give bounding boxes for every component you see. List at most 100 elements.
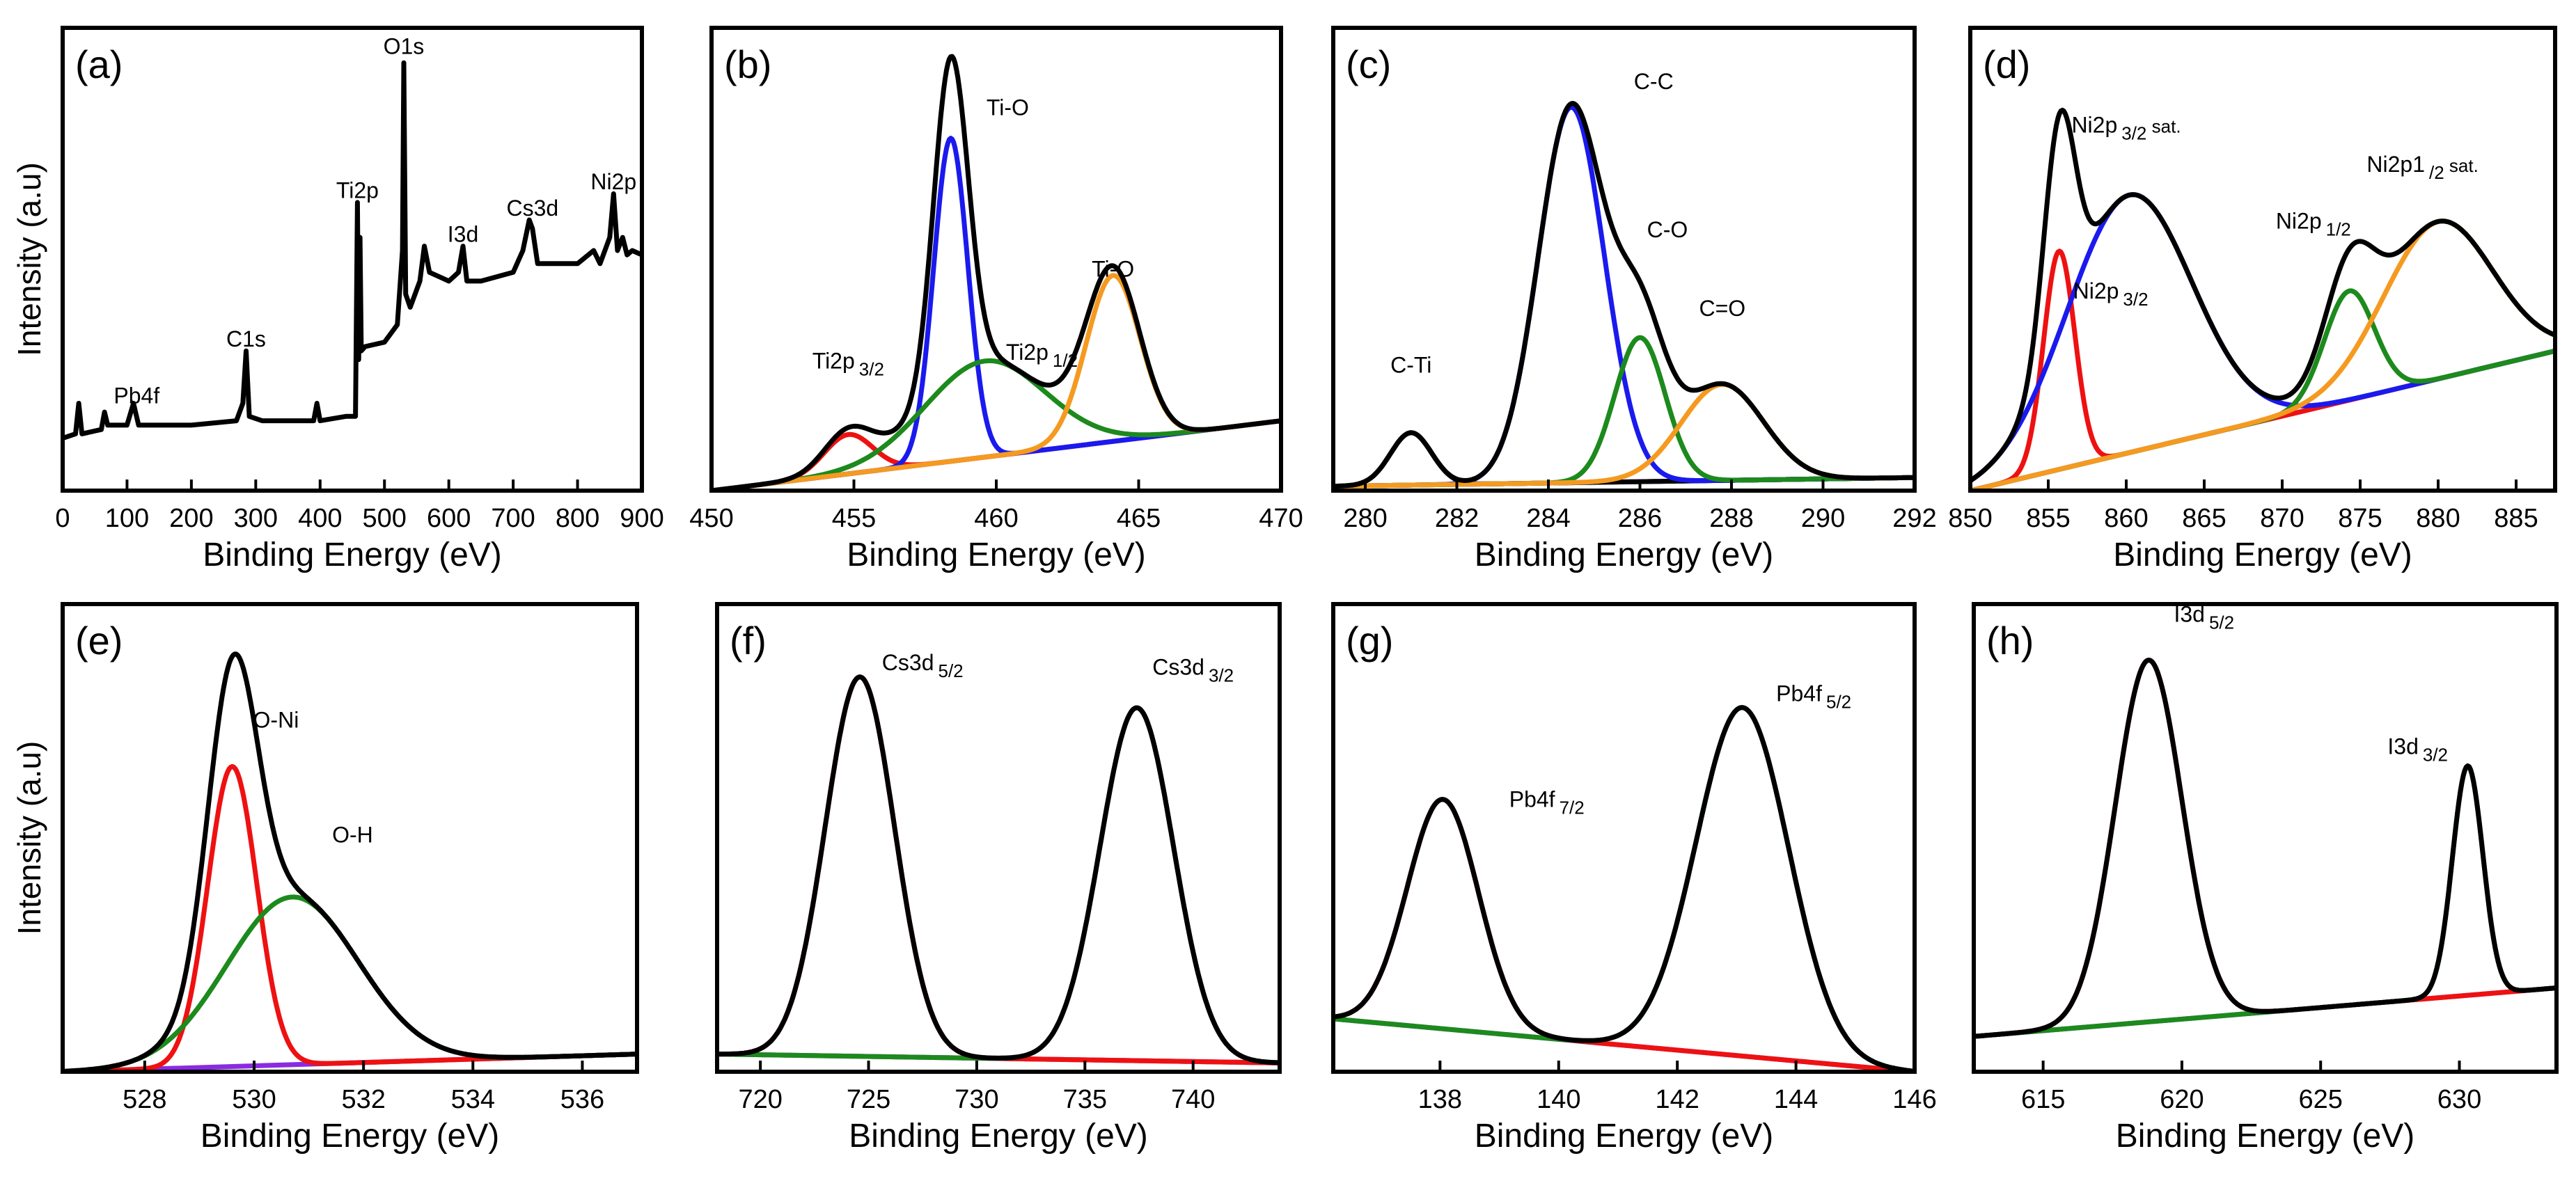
plot-frame xyxy=(1331,602,1917,1074)
x-tick-label: 620 xyxy=(2160,1085,2204,1114)
peak-annotation: Ni2p xyxy=(590,169,636,194)
x-tick-label: 142 xyxy=(1655,1085,1699,1114)
x-tick-label: 850 xyxy=(1948,504,1992,533)
x-tick-label: 300 xyxy=(234,504,278,533)
plot-area xyxy=(717,674,1280,1065)
x-axis-label: Binding Energy (eV) xyxy=(1475,1118,1774,1155)
panel-label: (b) xyxy=(724,42,771,86)
peak-annotation: Pb4f 7/2 xyxy=(1509,787,1585,818)
annotation-main: Ni2p xyxy=(2071,113,2117,138)
panel-d: 850 855 860 865 870 875 880 885 Binding Energy (… xyxy=(1948,26,2557,573)
x-tick-label: 800 xyxy=(556,504,599,533)
x-axis-label: Binding Energy (eV) xyxy=(1475,537,1774,573)
peak-annotation: Ti2p 3/2 xyxy=(812,348,884,379)
annotation-main: Pb4f xyxy=(1509,787,1555,812)
component-o-h-line xyxy=(63,894,637,1072)
panel-label: (g) xyxy=(1346,619,1393,663)
peak-annotation: Ti-O xyxy=(987,95,1029,120)
annotation-subscript: 5/2 xyxy=(1826,691,1851,712)
component-ni2p1-2-sat--line xyxy=(1970,219,2555,491)
annotation-main: I3d xyxy=(448,221,478,246)
plot-area xyxy=(1333,101,1915,489)
x-tick-label: 144 xyxy=(1774,1085,1818,1114)
panel-f: 720 725 730 735 740 Binding Energy (eV) (f) Cs3… xyxy=(715,602,1282,1155)
y-axis-label: Intensity (a.u) xyxy=(11,741,47,935)
plot-area xyxy=(1333,705,1915,1072)
peak-annotation: C=O xyxy=(1699,296,1746,321)
annotation-subscript: 5/2 xyxy=(938,660,964,681)
annotation-main: Ni2p xyxy=(2073,278,2119,303)
annotation-main: Pb4f xyxy=(113,383,159,409)
panel-e: 528 530 532 534 536 Binding Energy (eV) Intens… xyxy=(11,602,639,1155)
x-tick-label: 0 xyxy=(55,504,70,533)
annotation-main: Ti2p xyxy=(812,348,855,373)
peak-annotation: Ni2p 3/2 xyxy=(2073,278,2149,310)
component-i3d-5-2-line xyxy=(1974,658,2557,1039)
annotation-subscript: 3/2 xyxy=(859,358,884,379)
x-tick-label: 455 xyxy=(832,504,876,533)
envelope-line xyxy=(717,674,1280,1065)
component-cs3d-3-2-line xyxy=(717,705,1280,1065)
panel-b: 450 455 460 465 470 Binding Energy (eV) (b) Ti2… xyxy=(689,26,1303,573)
envelope-line xyxy=(1333,101,1915,489)
annotation-main: Pb4f xyxy=(1776,681,1822,706)
annotation-main: C-O xyxy=(1647,217,1688,242)
peak-annotation: O-H xyxy=(332,822,373,847)
x-tick-label: 284 xyxy=(1526,504,1570,533)
envelope-line xyxy=(1333,705,1915,1072)
x-tick-label: 500 xyxy=(363,504,407,533)
annotation-subscript: 5/2 xyxy=(2209,612,2234,633)
annotation-main: Ni2p xyxy=(2276,209,2322,234)
x-tick-label: 200 xyxy=(169,504,213,533)
x-tick-label: 885 xyxy=(2494,504,2538,533)
annotation-subscript: 3/2 xyxy=(1209,665,1234,685)
annotation-main: Ti2p xyxy=(1006,340,1049,365)
x-tick-label: 528 xyxy=(123,1085,166,1114)
annotation-subscript: 3/2 xyxy=(2423,745,2448,766)
x-tick-label: 700 xyxy=(491,504,535,533)
panel-a: 0 100 200 300 400 500 600 700 800 900 Binding Ener… xyxy=(11,26,664,573)
annotation-main: Ti-O xyxy=(987,95,1029,120)
x-tick-label: 100 xyxy=(105,504,149,533)
annotation-subscript: 1/2 xyxy=(1053,350,1078,371)
peak-annotation: O-Ni xyxy=(253,708,299,733)
plot-frame xyxy=(61,602,639,1074)
annotation-suffix: sat. xyxy=(2444,155,2479,176)
peak-annotation: I3d 3/2 xyxy=(2387,734,2448,766)
x-tick-label: 860 xyxy=(2104,504,2148,533)
x-tick-label: 615 xyxy=(2021,1085,2065,1114)
envelope-line xyxy=(712,54,1281,491)
x-tick-label: 465 xyxy=(1117,504,1161,533)
plot-area xyxy=(1970,107,2555,491)
peak-annotation: Pb4f 5/2 xyxy=(1776,681,1851,712)
component-cs3d-5-2-line xyxy=(717,674,1280,1065)
plot-frame xyxy=(61,26,644,493)
x-tick-label: 720 xyxy=(738,1085,782,1114)
peak-annotation: Ti2p xyxy=(336,178,379,203)
annotation-main: Ni2p xyxy=(590,169,636,194)
peak-annotation: Ti-O xyxy=(1092,257,1134,282)
x-tick-label: 870 xyxy=(2260,504,2304,533)
annotation-main: Ni2p1 xyxy=(2366,152,2425,177)
peak-annotation: Cs3d 3/2 xyxy=(1152,654,1234,685)
x-tick-label: 460 xyxy=(974,504,1018,533)
plot-area xyxy=(63,60,642,441)
annotation-subscript: 3/2 xyxy=(2123,289,2148,310)
plot-area xyxy=(1974,658,2557,1039)
x-tick-label: 530 xyxy=(232,1085,276,1114)
x-axis-label: Binding Energy (eV) xyxy=(201,1118,500,1155)
component-pb4f-5-2-line xyxy=(1333,705,1915,1072)
x-tick-label: 735 xyxy=(1063,1085,1107,1114)
x-tick-label: 600 xyxy=(427,504,471,533)
x-tick-label: 146 xyxy=(1892,1085,1936,1114)
x-tick-label: 534 xyxy=(451,1085,495,1114)
x-tick-label: 725 xyxy=(847,1085,890,1114)
panel-label: (h) xyxy=(1986,619,2034,663)
x-tick-label: 730 xyxy=(955,1085,998,1114)
x-axis-label: Binding Energy (eV) xyxy=(2116,1118,2415,1155)
annotation-main: O-H xyxy=(332,822,373,847)
envelope-line xyxy=(63,651,637,1072)
x-tick-label: 630 xyxy=(2437,1085,2481,1114)
